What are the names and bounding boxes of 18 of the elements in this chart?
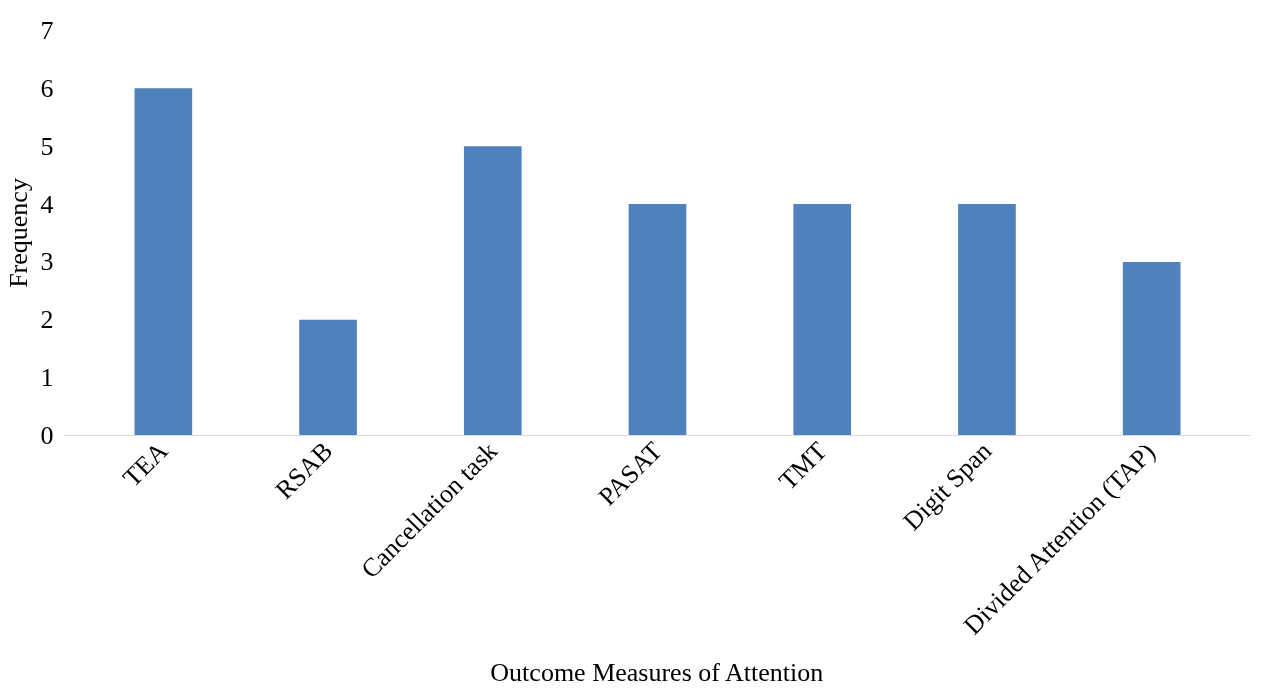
bar (793, 204, 852, 436)
x-tick-label: TEA (117, 436, 174, 493)
y-tick-label: 0 (40, 421, 54, 450)
y-tick-label: 6 (40, 73, 54, 103)
y-tick-label: 2 (40, 305, 54, 335)
x-axis-title: Outcome Measures of Attention (490, 658, 824, 688)
y-tick-label: 3 (40, 247, 54, 277)
y-tick-label: 4 (40, 189, 54, 219)
bar (299, 319, 357, 436)
y-tick-label: 7 (40, 16, 54, 45)
bar (628, 204, 687, 436)
y-tick-label: 1 (40, 363, 54, 393)
bar (134, 88, 193, 436)
y-axis-title: Frequency (3, 178, 33, 288)
bar (958, 204, 1016, 436)
bar (1122, 261, 1181, 436)
y-tick-label: 5 (40, 131, 54, 161)
bar (463, 146, 522, 436)
